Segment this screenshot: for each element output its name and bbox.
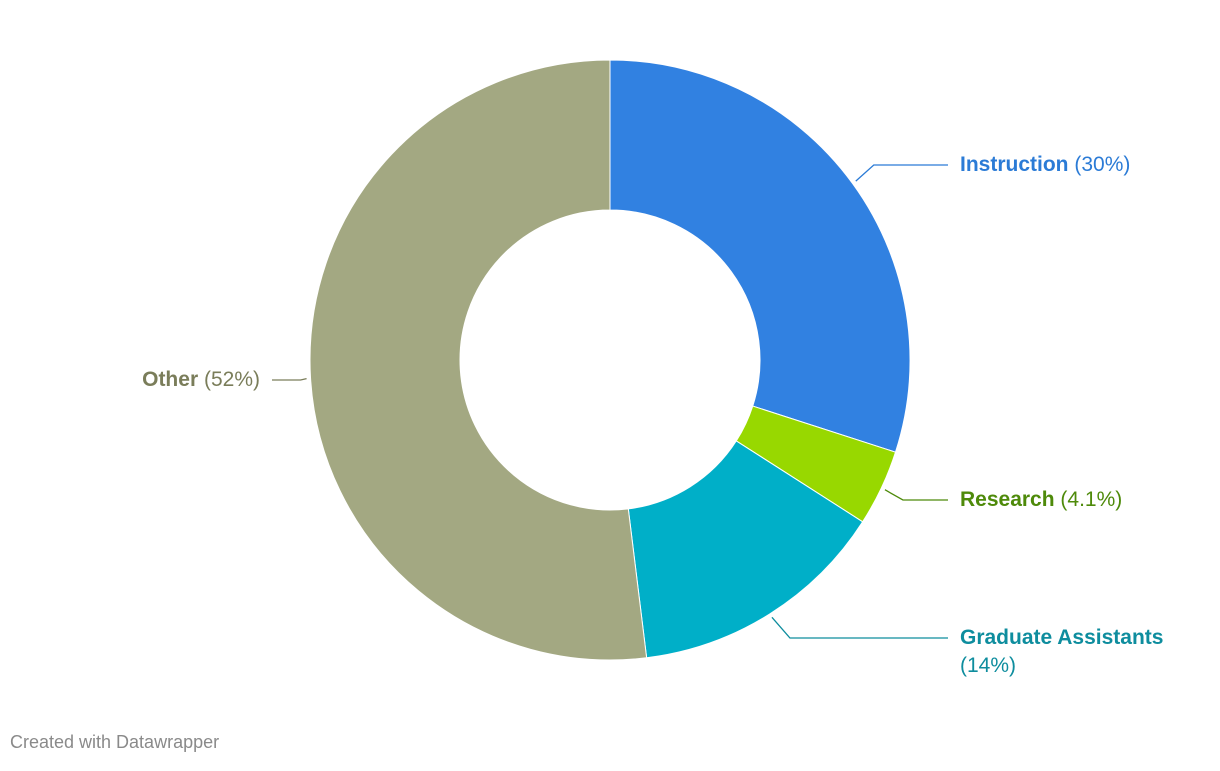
label-value: (30%): [1074, 153, 1130, 176]
slice: [309, 59, 648, 661]
slice-label: Graduate Assistants (14%): [960, 626, 1163, 677]
label-value: (14%): [960, 654, 1016, 677]
slice-label: Instruction (30%): [960, 153, 1130, 176]
label-name: Other: [142, 368, 198, 391]
slice: [627, 440, 864, 659]
leader-line: [855, 164, 948, 182]
leader-line: [771, 616, 948, 639]
label-name: Instruction: [960, 153, 1069, 176]
slice-label: Other (52%): [142, 368, 260, 391]
label-name: Graduate Assistants: [960, 626, 1163, 649]
credit: Created with Datawrapper: [10, 732, 219, 752]
label-value: (52%): [204, 368, 260, 391]
slice-label: Research (4.1%): [960, 488, 1122, 511]
slice: [609, 59, 911, 453]
leader-line: [272, 377, 307, 381]
leader-line: [884, 489, 948, 501]
label-name: Research: [960, 488, 1055, 511]
label-value: (4.1%): [1060, 488, 1122, 511]
